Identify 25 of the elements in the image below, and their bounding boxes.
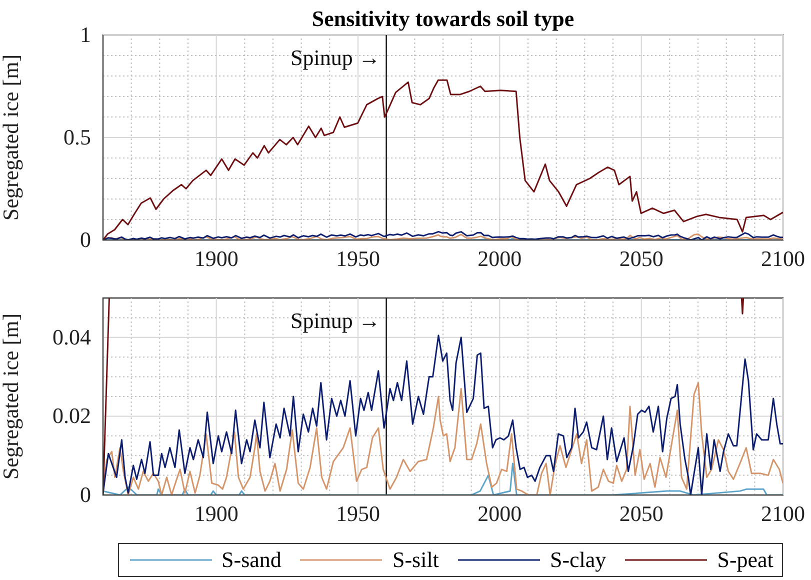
legend-label: S-silt bbox=[392, 547, 439, 573]
y-tick-label: 1 bbox=[80, 22, 91, 47]
x-tick-label: 2050 bbox=[619, 501, 664, 526]
x-tick-label: 2000 bbox=[478, 501, 522, 526]
x-tick-label: 1950 bbox=[336, 246, 380, 271]
y-tick-label: 0.02 bbox=[52, 403, 91, 428]
y-tick-label: 0.5 bbox=[64, 124, 91, 150]
x-tick-label: 1900 bbox=[194, 501, 238, 526]
legend-label: S-clay bbox=[550, 547, 606, 573]
y-tick-label: 0 bbox=[80, 482, 91, 507]
x-tick-label: 1950 bbox=[336, 501, 380, 526]
x-tick-label: 2000 bbox=[478, 246, 522, 271]
y-tick-label: 0.04 bbox=[52, 324, 91, 350]
y-axis-title: Segregated ice [m] bbox=[0, 54, 23, 221]
ref-line-label: Spinup → bbox=[290, 45, 380, 70]
chart-title: Sensitivity towards soil type bbox=[310, 6, 576, 32]
x-tick-label: 2100 bbox=[761, 501, 805, 526]
ref-line-label: Spinup → bbox=[290, 308, 380, 333]
x-tick-label: 2050 bbox=[619, 246, 664, 271]
x-tick-label: 1900 bbox=[194, 246, 238, 271]
legend-label: S-sand bbox=[222, 547, 282, 573]
y-axis-title: Segregated ice [m] bbox=[0, 313, 23, 480]
legend-label: S-peat bbox=[717, 547, 774, 573]
y-tick-label: 0 bbox=[80, 227, 91, 252]
x-tick-label: 2100 bbox=[761, 246, 805, 271]
